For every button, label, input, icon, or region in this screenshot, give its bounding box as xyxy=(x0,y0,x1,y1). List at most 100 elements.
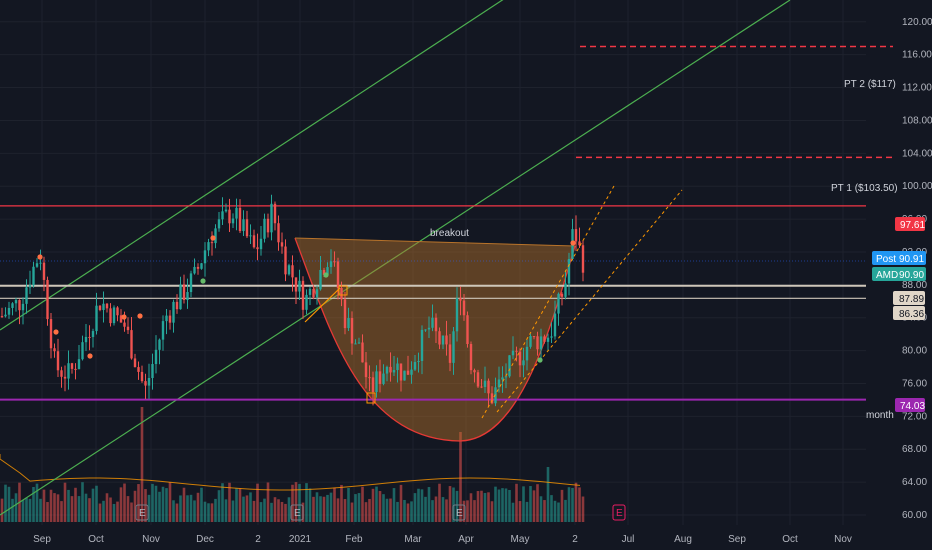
x-tick-label: 2021 xyxy=(289,534,312,545)
volume-bar xyxy=(28,498,32,522)
earnings-marker-upcoming[interactable]: E xyxy=(612,504,626,521)
volume-bar xyxy=(466,500,469,522)
x-tick-label: Jul xyxy=(622,534,635,545)
volume-bar xyxy=(200,487,203,522)
candle-body xyxy=(424,329,427,331)
volume-bar xyxy=(536,484,539,522)
volume-bar xyxy=(56,494,60,522)
candle-body xyxy=(497,379,501,388)
candle-body xyxy=(14,300,18,304)
candle-body xyxy=(210,242,214,244)
volume-bar xyxy=(448,486,452,522)
candle-body xyxy=(564,283,567,297)
volume-bar xyxy=(578,487,581,522)
volume-bar xyxy=(130,502,133,522)
volume-bars xyxy=(0,407,585,522)
cup-outline xyxy=(294,237,576,442)
volume-bar xyxy=(452,487,455,522)
candle-body xyxy=(462,300,466,316)
volume-bar xyxy=(298,483,301,522)
volume-bar xyxy=(525,501,529,522)
x-tick-label: Feb xyxy=(345,534,363,545)
y-tick-label: 80.00 xyxy=(902,346,927,357)
volume-bar xyxy=(109,497,112,522)
volume-bar xyxy=(333,487,336,522)
volume-bar xyxy=(410,501,413,522)
volume-bar xyxy=(567,487,571,522)
x-tick-label: 2 xyxy=(255,534,261,545)
time-axis[interactable]: Sep Oct Nov Dec 2 2021 Feb Mar Apr May 2 Jul Aug Sep O… xyxy=(33,534,852,545)
volume-bar xyxy=(263,498,266,522)
volume-bar xyxy=(266,482,270,522)
badge-74-03: 74.03 xyxy=(895,398,925,412)
volume-bar xyxy=(455,490,459,522)
volume-bar xyxy=(270,502,273,522)
candle-body xyxy=(466,315,469,344)
volume-bar xyxy=(322,496,326,522)
breakout-label: breakout xyxy=(430,228,469,239)
volume-bar xyxy=(357,493,361,522)
candle-body xyxy=(133,358,137,368)
volume-bar xyxy=(228,482,231,522)
candle-body xyxy=(448,344,452,363)
volume-bar xyxy=(21,499,25,522)
signal-dot xyxy=(121,314,127,320)
candle-body xyxy=(28,285,32,288)
candle-body xyxy=(399,363,403,381)
candle-body xyxy=(46,279,49,320)
candle-body xyxy=(109,308,112,324)
volume-bar xyxy=(294,482,298,522)
volume-bar xyxy=(417,488,420,522)
candle-body xyxy=(553,313,557,337)
volume-bar xyxy=(431,500,434,522)
candle-body xyxy=(371,377,375,392)
candle-body xyxy=(74,368,77,370)
candle-body xyxy=(249,235,252,237)
candle-body xyxy=(144,381,147,386)
volume-bar xyxy=(434,496,438,522)
volume-bar xyxy=(361,486,364,522)
candle-body xyxy=(217,219,221,229)
volume-bar xyxy=(210,503,214,522)
volume-bar xyxy=(77,496,81,522)
channel-lower-line xyxy=(0,0,791,516)
volume-bar xyxy=(494,486,497,522)
candle-body xyxy=(280,242,284,247)
candle-body xyxy=(567,259,571,284)
volume-bar xyxy=(245,495,249,522)
volume-bar xyxy=(518,501,522,522)
volume-bar xyxy=(11,498,14,522)
earnings-marker[interactable]: E xyxy=(290,504,304,521)
candle-body xyxy=(102,303,105,310)
candle-body xyxy=(287,265,291,275)
candle-body xyxy=(483,380,487,387)
badge-87-89: 87.89 xyxy=(893,291,925,305)
volume-bar xyxy=(487,492,490,522)
volume-bar xyxy=(242,496,245,522)
volume-bar xyxy=(343,499,347,522)
volume-bar xyxy=(354,494,357,522)
volume-bar xyxy=(74,487,77,522)
candle-body xyxy=(189,273,193,293)
volume-bar xyxy=(522,486,525,522)
volume-bar xyxy=(336,498,340,522)
volume-bar xyxy=(14,493,18,522)
volume-bar xyxy=(147,494,151,522)
y-tick-label: 88.00 xyxy=(902,280,927,291)
candle-body xyxy=(116,307,119,316)
earnings-marker[interactable]: E xyxy=(135,504,149,521)
y-tick-label: 64.00 xyxy=(902,477,927,488)
volume-bar xyxy=(49,489,53,522)
candle-body xyxy=(427,327,431,330)
volume-bar xyxy=(469,493,473,522)
volume-bar xyxy=(95,485,98,522)
handle-box xyxy=(366,392,376,404)
x-tick-label: Apr xyxy=(458,534,474,545)
y-tick-label: 120.00 xyxy=(902,17,932,28)
candle-body xyxy=(137,367,140,372)
candle-body xyxy=(322,269,326,275)
candle-body xyxy=(214,228,217,244)
earnings-marker[interactable]: E xyxy=(452,504,466,521)
x-tick-label: Nov xyxy=(834,534,852,545)
